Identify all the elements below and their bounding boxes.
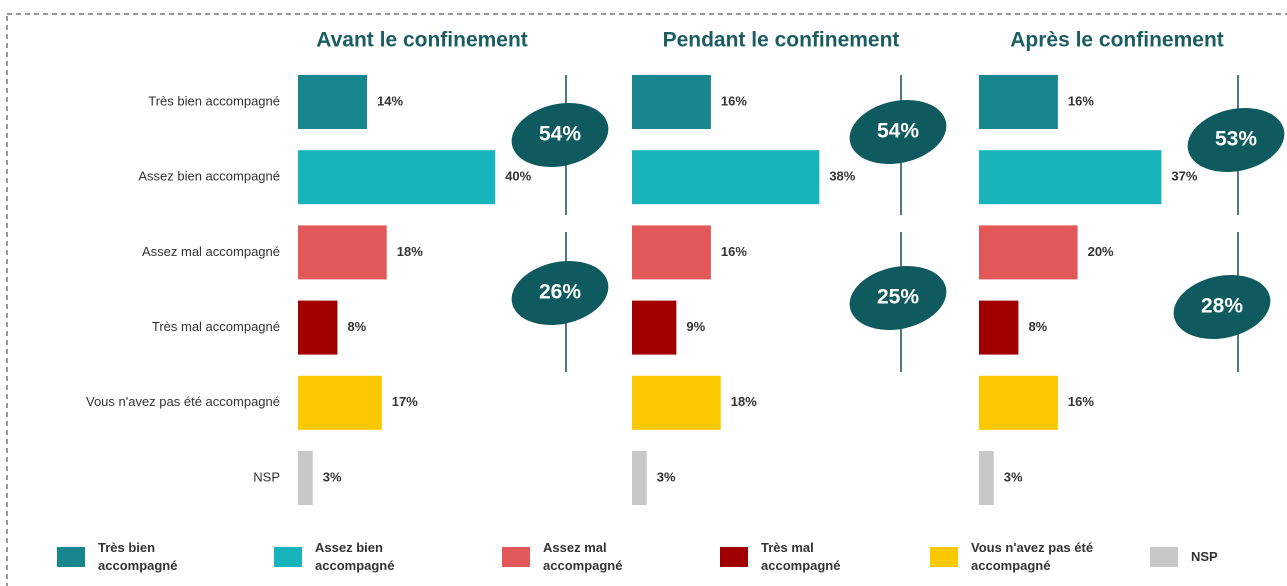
- bubble: [1187, 108, 1285, 172]
- category-label: Assez bien accompagné: [138, 169, 280, 184]
- bar: [632, 75, 711, 129]
- value-label: 16%: [1068, 394, 1094, 409]
- value-label: 3%: [657, 469, 676, 484]
- bar: [632, 225, 711, 280]
- value-label: 16%: [721, 93, 747, 108]
- bar: [632, 451, 647, 505]
- legend-label: Très mal accompagné: [761, 540, 841, 573]
- legend-label: Assez mal accompagné: [543, 540, 623, 573]
- bar: [298, 225, 387, 280]
- value-label: 20%: [1088, 244, 1114, 259]
- bubble-label: 54%: [877, 120, 919, 143]
- bar: [298, 150, 496, 205]
- value-label: 38%: [829, 169, 855, 184]
- bar: [979, 75, 1058, 129]
- bar: [979, 150, 1162, 205]
- value-label: 3%: [1004, 469, 1023, 484]
- value-label: 8%: [1028, 319, 1047, 334]
- legend-label: Très bien accompagné: [98, 540, 178, 573]
- legend-label: NSP: [1191, 549, 1218, 564]
- bar: [979, 451, 994, 505]
- legend-label: Assez bien accompagné: [315, 540, 395, 573]
- value-label: 9%: [686, 319, 705, 334]
- bubble: [849, 266, 947, 330]
- category-label: Très mal accompagné: [152, 319, 280, 334]
- legend-swatch: [720, 547, 748, 567]
- bubble: [1173, 275, 1271, 339]
- legend-swatch: [1150, 547, 1178, 567]
- value-label: 37%: [1171, 169, 1197, 184]
- bar: [298, 300, 338, 355]
- bar: [632, 150, 820, 205]
- bar: [298, 375, 382, 430]
- value-label: 40%: [505, 169, 531, 184]
- value-label: 3%: [323, 469, 342, 484]
- bar: [632, 300, 677, 355]
- bar: [632, 375, 721, 430]
- legend-label: Vous n'avez pas été accompagné: [971, 540, 1094, 573]
- value-label: 16%: [1068, 93, 1094, 108]
- panel-title: Pendant le confinement: [663, 29, 900, 52]
- legend-swatch: [502, 547, 530, 567]
- category-label: Vous n'avez pas été accompagné: [86, 394, 280, 409]
- bar: [298, 75, 368, 129]
- bubble-label: 53%: [1215, 128, 1257, 151]
- panel-title: Avant le confinement: [316, 29, 528, 52]
- category-label: Assez mal accompagné: [142, 244, 280, 259]
- bubble-label: 25%: [877, 286, 919, 309]
- category-label: NSP: [253, 469, 280, 484]
- value-label: 18%: [397, 244, 423, 259]
- bubble-label: 54%: [539, 123, 581, 146]
- value-label: 8%: [347, 319, 366, 334]
- bubble: [511, 103, 609, 167]
- bar: [298, 451, 313, 505]
- legend-swatch: [274, 547, 302, 567]
- bubble: [849, 100, 947, 164]
- bar: [979, 375, 1058, 430]
- legend-swatch: [930, 547, 958, 567]
- bubble-label: 26%: [539, 281, 581, 304]
- bar: [979, 300, 1019, 355]
- value-label: 14%: [377, 93, 403, 108]
- panel-title: Après le confinement: [1010, 29, 1224, 52]
- value-label: 18%: [731, 394, 757, 409]
- bubble: [511, 261, 609, 325]
- bar: [979, 225, 1078, 280]
- frame: [6, 13, 1287, 586]
- value-label: 16%: [721, 244, 747, 259]
- legend-swatch: [57, 547, 85, 567]
- bubble-label: 28%: [1201, 295, 1243, 318]
- value-label: 17%: [392, 394, 418, 409]
- category-label: Très bien accompagné: [148, 93, 280, 108]
